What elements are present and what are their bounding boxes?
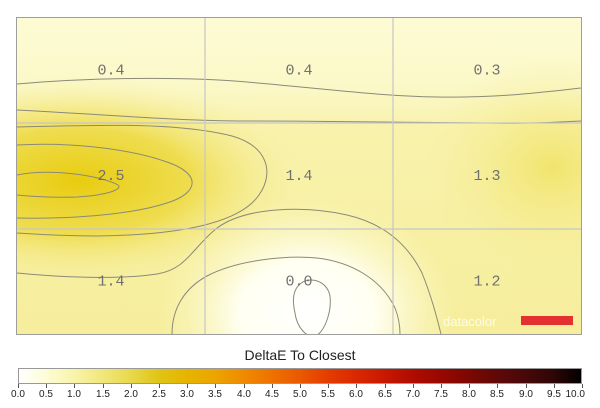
colorbar-tick-mark (18, 384, 19, 388)
contour-upper (17, 77, 581, 98)
colorbar-tick-label: 9.0 (519, 389, 533, 400)
colorbar-tick-label: 6.0 (349, 389, 363, 400)
colorbar-tick-label: 5.5 (321, 389, 335, 400)
heatmap-svg: 0.4 0.4 0.3 2.5 1.4 1.3 1.4 0.0 1.2 datacolor (17, 18, 581, 334)
colorbar-tick-mark (469, 384, 470, 388)
cell-value-r0c2: 0.3 (473, 63, 500, 80)
colorbar-tick-label: 8.5 (490, 389, 504, 400)
colorbar-tick-mark (413, 384, 414, 388)
contour-left-inner (17, 171, 120, 198)
cell-value-r0c1: 0.4 (285, 63, 312, 80)
cell-value-r2c1: 0.0 (285, 273, 312, 290)
colorbar-tick-mark (497, 384, 498, 388)
cell-value-r2c0: 1.4 (97, 273, 124, 290)
colorbar-tick-label: 4.0 (237, 389, 251, 400)
colorbar-tick-label: 2.0 (124, 389, 138, 400)
colorbar-tick-label: 9.5 (547, 389, 561, 400)
colorbar-tick-label: 3.0 (180, 389, 194, 400)
cool-region-center (157, 198, 457, 334)
colorbar-tick-label: 8.0 (462, 389, 476, 400)
grid-lines (17, 18, 581, 334)
colorbar-tick-mark (441, 384, 442, 388)
colorbar-tick-mark (554, 384, 555, 388)
colorbar-tick-mark (300, 384, 301, 388)
colorbar-tick-mark (244, 384, 245, 388)
colorbar-tick-label: 5.0 (293, 389, 307, 400)
colorbar-tick-mark (159, 384, 160, 388)
colorbar-tick-label: 6.5 (378, 389, 392, 400)
colorbar (18, 368, 582, 384)
colorbar-tick-mark (131, 384, 132, 388)
colorbar-tick-label: 0.0 (11, 389, 25, 400)
colorbar-tick-mark (582, 384, 583, 388)
uniformity-heatmap: 0.4 0.4 0.3 2.5 1.4 1.3 1.4 0.0 1.2 datacolor (16, 17, 582, 335)
colorbar-tick-label: 2.5 (152, 389, 166, 400)
cell-value-r1c2: 1.3 (473, 168, 500, 185)
watermark-bar (521, 316, 573, 325)
contour-left-mid (17, 143, 193, 219)
cell-value-r1c0: 2.5 (97, 168, 124, 185)
cell-value-labels: 0.4 0.4 0.3 2.5 1.4 1.3 1.4 0.0 1.2 (97, 63, 500, 291)
heat-region-right (422, 58, 581, 278)
watermark-text: datacolor (443, 314, 497, 329)
colorbar-tick-mark (526, 384, 527, 388)
colorbar-tick-label: 10.0 (565, 389, 585, 400)
colorbar-tick-mark (187, 384, 188, 388)
legend-title: DeltaE To Closest (244, 347, 356, 363)
colorbar-tick-mark (356, 384, 357, 388)
cell-value-r0c0: 0.4 (97, 63, 124, 80)
colorbar-tick-label: 1.5 (96, 389, 110, 400)
colorbar-tick-mark (215, 384, 216, 388)
contour-bottom-arc (17, 208, 442, 334)
cell-value-r1c1: 1.4 (285, 168, 312, 185)
cell-value-r2c2: 1.2 (473, 273, 500, 290)
colorbar-tick-label: 0.5 (39, 389, 53, 400)
colorbar-tick-mark (103, 384, 104, 388)
colorbar-tick-label: 7.5 (434, 389, 448, 400)
colorbar-tick-label: 4.5 (265, 389, 279, 400)
colorbar-tick-mark (74, 384, 75, 388)
contour-center-inner (292, 279, 331, 334)
contour-center-outer (171, 256, 401, 334)
colorbar-tick-label: 3.5 (208, 389, 222, 400)
colorbar-tick-mark (46, 384, 47, 388)
colorbar-tick-label: 7.0 (406, 389, 420, 400)
colorbar-tick-label: 1.0 (67, 389, 81, 400)
contour-left-outer (17, 124, 268, 237)
colorbar-tick-mark (272, 384, 273, 388)
colorbar-tick-mark (328, 384, 329, 388)
colorbar-tick-mark (385, 384, 386, 388)
